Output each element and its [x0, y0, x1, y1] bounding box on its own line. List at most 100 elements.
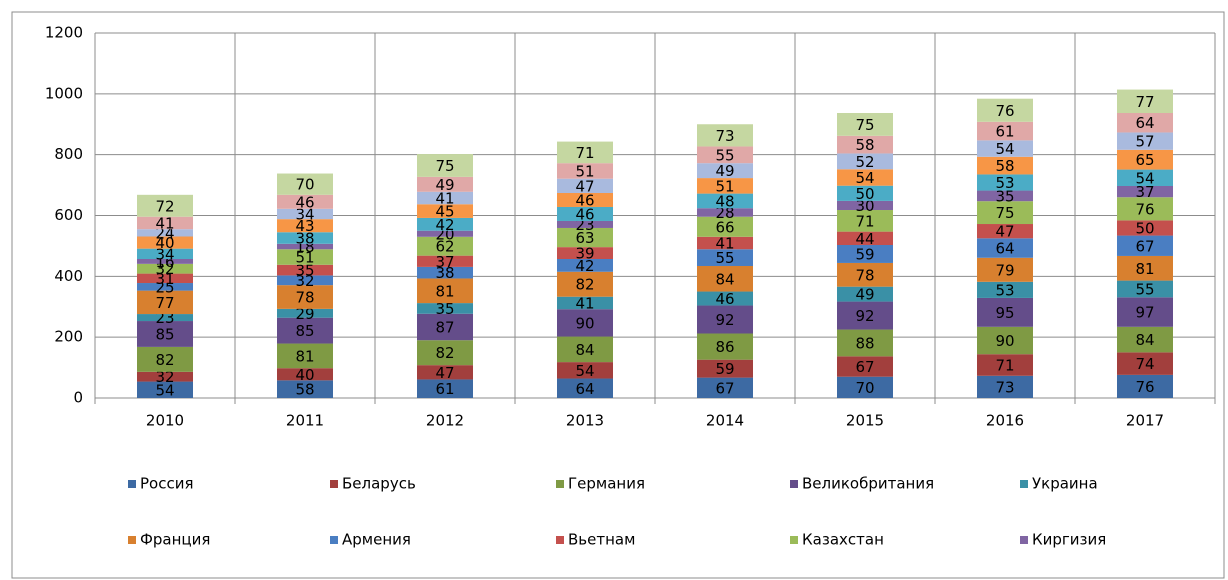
bar-segment	[1117, 149, 1173, 170]
bar-segment	[137, 263, 193, 274]
data-label: 64	[1135, 114, 1154, 132]
bar-segment	[837, 153, 893, 170]
data-label: 40	[295, 366, 314, 384]
bar-segment	[417, 217, 473, 231]
bar-segment	[697, 124, 753, 147]
bar-segment	[137, 290, 193, 315]
data-label: 79	[995, 261, 1014, 279]
bar-segment	[557, 163, 613, 179]
bar-segment	[277, 243, 333, 250]
bar-segment	[277, 368, 333, 381]
y-tick-label: 800	[54, 145, 83, 163]
data-label: 39	[575, 245, 594, 263]
bar-segment	[417, 379, 473, 398]
data-label: 84	[1135, 331, 1154, 349]
data-label: 75	[855, 116, 874, 134]
legend-swatch	[128, 480, 136, 488]
data-label: 82	[435, 344, 454, 362]
data-label: 76	[1135, 200, 1154, 218]
data-label: 81	[1135, 260, 1154, 278]
legend-swatch	[330, 480, 338, 488]
bar-segment	[977, 238, 1033, 258]
bar-segment	[977, 375, 1033, 398]
data-label: 43	[295, 217, 314, 235]
data-label: 82	[575, 276, 594, 294]
data-label: 59	[855, 245, 874, 263]
data-label: 37	[1135, 183, 1154, 201]
bar-segment	[977, 281, 1033, 298]
bar-segment	[557, 271, 613, 297]
data-label: 84	[575, 341, 594, 359]
data-label: 45	[435, 203, 454, 221]
legend-label: Армения	[342, 531, 411, 549]
bar-segment	[417, 278, 473, 304]
data-label: 85	[295, 322, 314, 340]
bar-segment	[277, 343, 333, 369]
bar-segment	[557, 296, 613, 310]
bar-segment	[977, 156, 1033, 175]
bar-segment	[1117, 280, 1173, 298]
legend-swatch	[1020, 536, 1028, 544]
data-label: 65	[1135, 151, 1154, 169]
data-label: 34	[155, 245, 174, 263]
bar-segment	[697, 291, 753, 306]
data-label: 54	[155, 381, 174, 399]
bar-segment	[1117, 297, 1173, 327]
bar-segment	[417, 340, 473, 366]
data-label: 67	[1135, 237, 1154, 255]
bar-segment	[1117, 352, 1173, 375]
x-tick-label: 2012	[426, 412, 464, 430]
bar-segment	[557, 336, 613, 363]
x-tick-label: 2017	[1126, 412, 1164, 430]
bar-segment	[977, 326, 1033, 355]
data-label: 54	[575, 362, 594, 380]
data-label: 55	[715, 146, 734, 164]
data-label: 41	[575, 294, 594, 312]
data-label: 47	[435, 364, 454, 382]
data-label: 30	[855, 197, 874, 215]
data-label: 40	[155, 234, 174, 252]
data-label: 59	[715, 360, 734, 378]
bar-segment	[557, 309, 613, 337]
legend-swatch	[556, 536, 564, 544]
data-label: 49	[715, 162, 734, 180]
data-label: 34	[295, 205, 314, 223]
legend-label: Вьетнам	[568, 531, 635, 549]
data-label: 71	[995, 356, 1014, 374]
data-label: 35	[995, 187, 1014, 205]
bar-segment	[977, 121, 1033, 141]
data-label: 41	[155, 214, 174, 232]
x-tick-label: 2010	[146, 412, 184, 430]
bar-segment	[1117, 132, 1173, 150]
bar-segment	[277, 380, 333, 398]
legend-label: Германия	[568, 475, 645, 493]
bar-segment	[137, 273, 193, 284]
bar-segment	[837, 200, 893, 211]
bar-segment	[137, 283, 193, 291]
data-label: 64	[995, 240, 1014, 258]
bar-segment	[277, 232, 333, 244]
bar-segment	[277, 219, 333, 233]
bar-segment	[977, 224, 1033, 239]
bar-segment	[417, 365, 473, 380]
bar-segment	[837, 286, 893, 302]
data-label: 73	[995, 378, 1014, 396]
data-label: 78	[855, 266, 874, 284]
data-label: 77	[1135, 93, 1154, 111]
bar-segment	[137, 216, 193, 230]
data-label: 32	[155, 368, 174, 386]
bar-segment	[977, 140, 1033, 157]
data-label: 84	[715, 270, 734, 288]
x-tick-label: 2014	[706, 412, 744, 430]
bar-segment	[417, 313, 473, 341]
data-label: 90	[995, 332, 1014, 350]
bar-segment	[697, 377, 753, 398]
bar-segment	[277, 208, 333, 220]
data-label: 58	[995, 157, 1014, 175]
bar-segment	[977, 190, 1033, 202]
bar-segment	[417, 255, 473, 267]
bar-segment	[697, 265, 753, 292]
data-label: 35	[295, 262, 314, 280]
legend-swatch	[556, 480, 564, 488]
